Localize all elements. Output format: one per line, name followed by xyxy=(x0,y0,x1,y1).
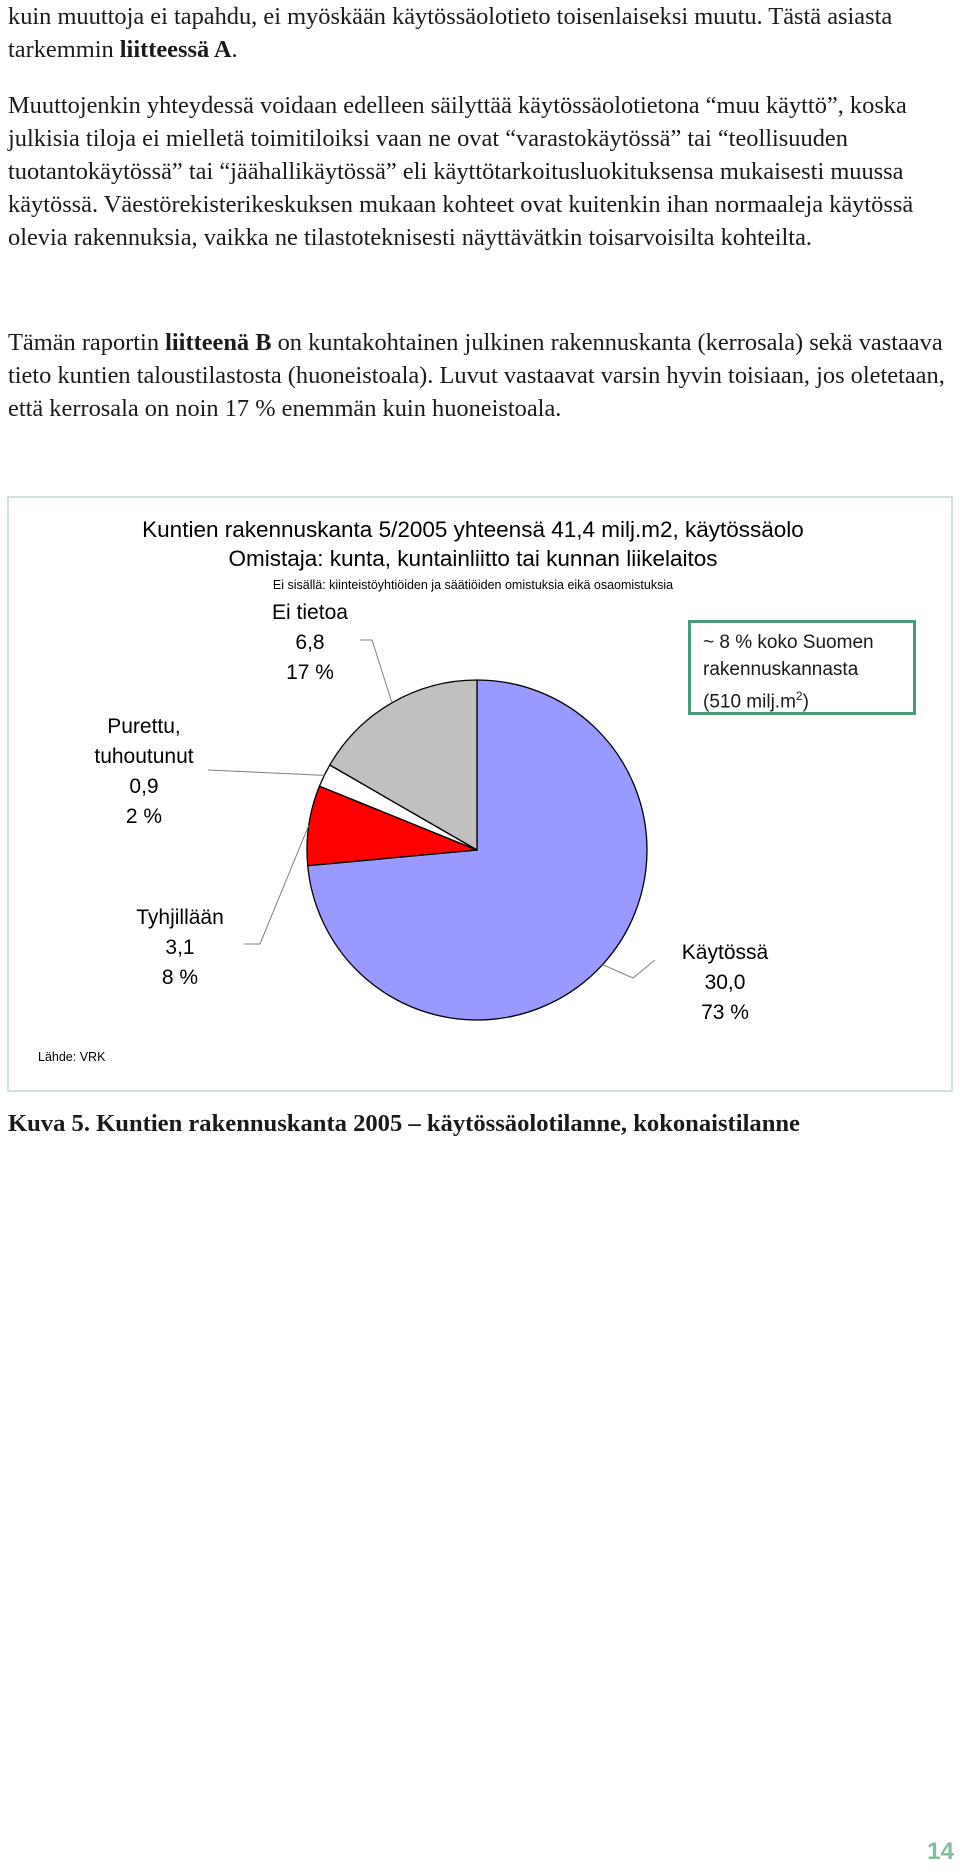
slice-ei-tietoa xyxy=(328,679,478,852)
callout-line-1: ~ 8 % koko Suomen xyxy=(703,632,874,653)
leader-purettu xyxy=(207,769,325,776)
slice-percent: 73 % xyxy=(701,1001,749,1024)
slice-label-kaytossa: Käytössä 30,0 73 % xyxy=(660,938,790,1028)
paragraph-3: Tämän raportin liitteenä B on kuntakohta… xyxy=(8,326,956,425)
chart-source: Lähde: VRK xyxy=(38,1050,106,1064)
slice-label-purettu: Purettu, tuhoutunut 0,9 2 % xyxy=(70,712,218,832)
slice-value: 0,9 xyxy=(129,775,159,798)
slice-percent: 2 % xyxy=(125,805,163,828)
callout-line-2: rakennuskannasta xyxy=(703,659,859,680)
slice-name: Tyhjillään xyxy=(136,906,224,929)
slice-label-tyhjillaan: Tyhjillään 3,1 8 % xyxy=(112,903,248,993)
p3-run-0: Tämän raportin xyxy=(8,329,166,356)
p1-run-0: kuin muuttoja ei tapahdu, ei myöskään kä… xyxy=(8,3,893,63)
slice-name: Ei tietoa xyxy=(272,601,348,624)
slice-percent: 8 % xyxy=(161,966,199,989)
leader-kaytossa xyxy=(602,959,656,979)
chart-title: Kuntien rakennuskanta 5/2005 yhteensä 41… xyxy=(142,517,804,542)
paragraph-1: kuin muuttoja ei tapahdu, ei myöskään kä… xyxy=(8,0,956,66)
p2-run-0: Muuttojenkin yhteydessä voidaan edelleen… xyxy=(8,92,914,251)
callout-box: ~ 8 % koko Suomen rakennuskannasta (510 … xyxy=(688,620,916,715)
slice-value: 6,8 xyxy=(295,631,325,654)
slice-percent: 17 % xyxy=(286,661,334,684)
p1-run-2: . xyxy=(231,36,238,63)
p3-run-2: on kuntakohtainen julkinen rakennuskanta… xyxy=(8,329,945,422)
slice-value: 3,1 xyxy=(165,936,195,959)
leader-ei-tietoa xyxy=(360,639,393,703)
p3-run-1: liitteenä B xyxy=(165,329,272,356)
page-number: 14 xyxy=(927,1838,954,1865)
paragraph-2: Muuttojenkin yhteydessä voidaan edelleen… xyxy=(8,89,956,254)
callout-line-3-prefix: (510 milj.m xyxy=(703,691,796,713)
slice-label-ei-tietoa: Ei tietoa 6,8 17 % xyxy=(250,598,370,688)
slice-name-line1: Purettu, xyxy=(107,715,181,738)
slice-name-line2: tuhoutunut xyxy=(94,745,194,768)
callout-line-3: (510 milj.m2) xyxy=(703,683,913,715)
slice-name: Käytössä xyxy=(681,941,769,964)
slice-value: 30,0 xyxy=(704,971,746,994)
leader-tyhjillaan xyxy=(244,825,310,945)
chart-note: Ei sisällä: kiinteistöyhtiöiden ja sääti… xyxy=(272,578,674,592)
callout-line-3-sup: 2 xyxy=(795,689,803,703)
chart-subtitle: Omistaja: kunta, kuntainliitto tai kunna… xyxy=(228,546,718,571)
callout-line-3-suffix: ) xyxy=(802,691,809,713)
figure-caption: Kuva 5. Kuntien rakennuskanta 2005 – käy… xyxy=(8,1110,800,1137)
p1-run-1: liitteessä A xyxy=(119,36,232,63)
